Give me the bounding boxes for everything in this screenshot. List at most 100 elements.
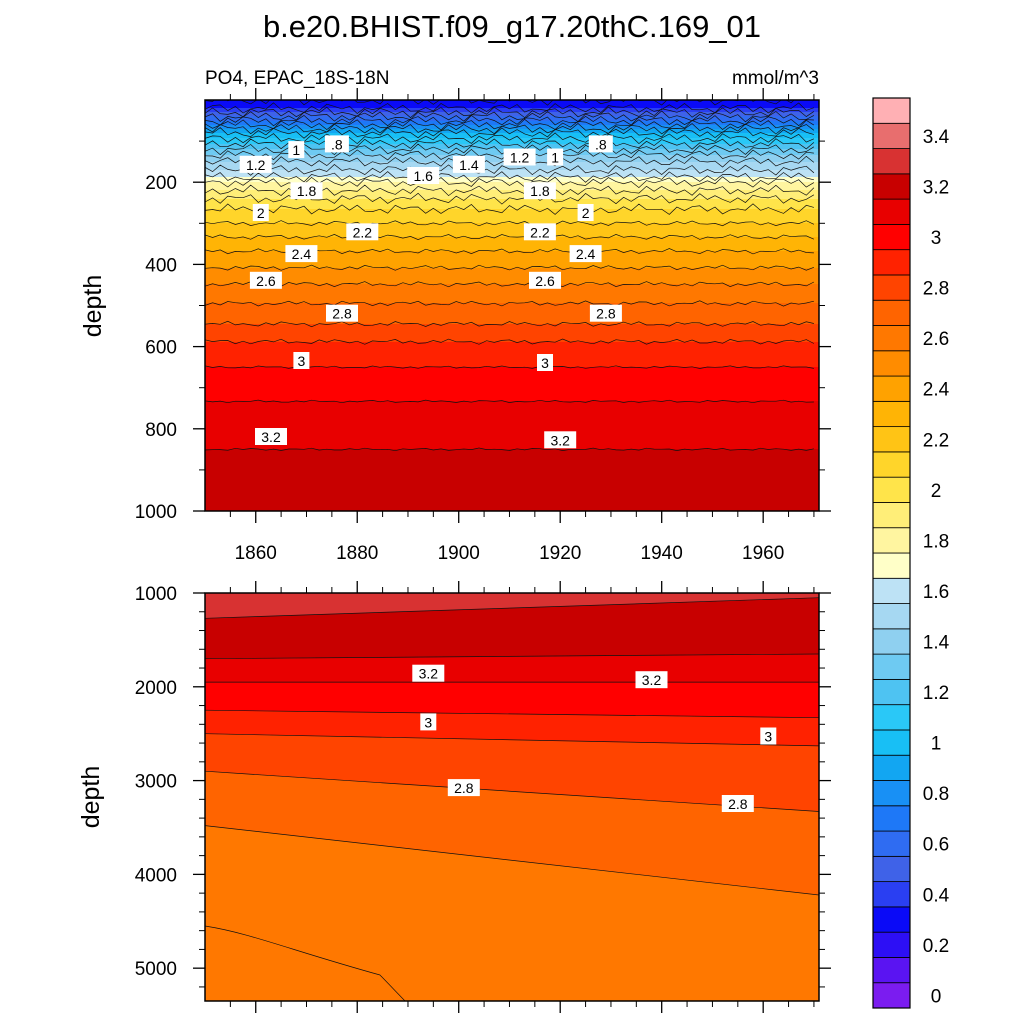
upper-fill-band: [205, 198, 819, 200]
upper-fill-band: [205, 288, 819, 290]
upper-contour-label: 1.2: [503, 148, 536, 166]
upper-contour-label-text: 2.8: [596, 306, 616, 322]
upper-fill-band: [205, 209, 819, 211]
upper-fill-band: [205, 440, 819, 442]
upper-fill-band: [205, 316, 819, 318]
upper-fill-band: [205, 500, 819, 502]
upper-fill-band: [205, 131, 819, 133]
upper-contour-label-text: 1: [292, 142, 300, 158]
colorbar-label: 0.6: [923, 835, 949, 856]
upper-fill-band: [205, 509, 819, 511]
upper-contour-label: 2.2: [523, 223, 556, 241]
upper-contour-label: 2.6: [249, 271, 282, 289]
upper-contour-label-text: 2.4: [292, 246, 312, 262]
upper-fill-band: [205, 492, 819, 494]
upper-fill-band: [205, 125, 819, 127]
upper-contour-line: [205, 114, 814, 127]
upper-fill-band: [205, 172, 819, 174]
upper-contour-label-text: 2: [257, 205, 265, 221]
upper-fill-band: [205, 428, 819, 430]
colorbar-swatch: [872, 274, 911, 301]
upper-fill-band: [205, 107, 819, 109]
upper-fill-band: [205, 229, 819, 231]
upper-fill-band: [205, 408, 819, 410]
upper-fill-band: [205, 348, 819, 350]
upper-fill-band: [205, 200, 819, 202]
upper-fill-band: [205, 413, 819, 415]
upper-fill-band: [205, 300, 819, 302]
upper-contour-label-text: 1: [551, 150, 559, 166]
upper-fill-band: [205, 330, 819, 332]
upper-contour-label-text: 2.6: [256, 273, 276, 289]
upper-fill-band: [205, 504, 819, 506]
lower-fill-band: [205, 710, 819, 746]
lower-plot-frame: [204, 592, 820, 1002]
upper-fill-band: [205, 202, 819, 204]
upper-contour-labels: .8 1 1.2 .8 1 1.2 1.4 1.6 1.8 1.8 2 2 2.2 2.2 2.4 2.4 2.…: [239, 135, 622, 449]
upper-fill-band: [205, 253, 819, 255]
upper-y-axis: 200 400 600 800 1000: [135, 140, 831, 523]
upper-fill-band: [205, 326, 819, 328]
colorbar-swatch: [872, 628, 911, 655]
upper-fill-band: [205, 247, 819, 249]
colorbar-swatch: [872, 400, 911, 428]
colorbar-swatch: [872, 780, 911, 807]
upper-contour-label-text: 1.8: [297, 183, 317, 199]
upper-fill-band: [205, 411, 819, 413]
upper-fill-band: [205, 203, 819, 205]
x-tick-label: 1900: [438, 543, 480, 564]
upper-fill-band: [205, 459, 819, 461]
upper-fill-band: [205, 223, 819, 225]
upper-fill-band: [205, 123, 819, 125]
upper-fill-band: [205, 475, 819, 477]
colorbar-swatch: [872, 805, 911, 832]
upper-fill-band: [205, 493, 819, 495]
upper-fill-band: [205, 433, 819, 435]
upper-fill-band: [205, 170, 819, 172]
upper-fill-band: [205, 117, 819, 119]
upper-fill-band: [205, 460, 819, 462]
upper-fill-band: [205, 466, 819, 468]
colorbar-swatch: [872, 906, 911, 933]
upper-fill-band: [205, 299, 819, 301]
lower-contour-label-text: 3.2: [642, 672, 662, 688]
upper-panel: .8 1 1.2 .8 1 1.2 1.4 1.6 1.8 1.8 2 2 2.2 2.2 2.4 2.4 2.…: [79, 88, 831, 564]
upper-fill-band: [205, 438, 819, 440]
upper-fill-band: [205, 196, 819, 198]
upper-fill-band: [205, 388, 819, 390]
upper-fill-band: [205, 365, 819, 367]
upper-fill-band: [205, 208, 819, 210]
upper-fill-band: [205, 319, 819, 321]
upper-contour-label: 1.8: [523, 182, 556, 200]
upper-fill-band: [205, 480, 819, 482]
upper-fill-band: [205, 343, 819, 345]
upper-fill-band: [205, 358, 819, 360]
upper-fill-band: [205, 395, 819, 397]
colorbar-label: 2.2: [923, 430, 949, 451]
lower-contour-label-text: 2.8: [454, 780, 474, 796]
upper-fill-band: [205, 248, 819, 250]
upper-fill-band: [205, 310, 819, 312]
upper-fill-band: [205, 296, 819, 298]
upper-fill-band: [205, 393, 819, 395]
upper-fill-band: [205, 147, 819, 149]
upper-fill-band: [205, 344, 819, 346]
lower-contour-label: 3: [420, 713, 437, 731]
upper-fill-band: [205, 412, 819, 414]
upper-fill-band: [205, 113, 819, 115]
upper-x-axis: 1860 1880 1900 1920 1940 1960: [229, 88, 815, 564]
upper-fill-band: [205, 380, 819, 382]
upper-fill-band: [205, 276, 819, 278]
upper-fill-band: [205, 397, 819, 399]
upper-fill-band: [205, 473, 819, 475]
upper-fill-band: [205, 263, 819, 265]
upper-contour-line: [205, 281, 815, 288]
colorbar-label: 1.2: [923, 683, 949, 704]
upper-fill-band: [205, 219, 819, 221]
upper-fill-band: [205, 230, 819, 232]
upper-fill-band: [205, 477, 819, 479]
upper-fill-band: [205, 467, 819, 469]
upper-fill-band: [205, 258, 819, 260]
upper-fill-band: [205, 271, 819, 273]
upper-contour-label-text: 2.2: [530, 224, 550, 240]
